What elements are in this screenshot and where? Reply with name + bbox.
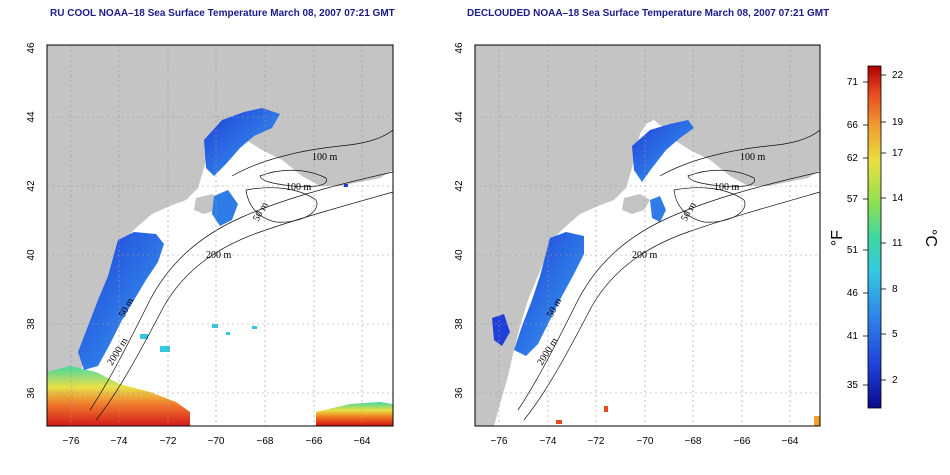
warm-patch-east bbox=[316, 402, 393, 426]
lon-tick-label: −64 bbox=[782, 436, 799, 447]
lon-tick-label: −68 bbox=[257, 436, 274, 447]
lat-tick-label: 40 bbox=[454, 249, 465, 261]
fahrenheit-tick-label: 71 bbox=[847, 77, 859, 88]
map-frame bbox=[46, 44, 394, 427]
lat-tick-label: 42 bbox=[454, 180, 465, 192]
fahrenheit-tick-label: 35 bbox=[847, 380, 859, 391]
land-mass bbox=[475, 45, 820, 426]
lat-tick-label: 38 bbox=[454, 318, 465, 330]
maritime-land bbox=[728, 60, 820, 128]
lon-tick-label: −74 bbox=[540, 436, 557, 447]
celsius-tick-label: 5 bbox=[892, 329, 898, 340]
lon-tick-label: −72 bbox=[160, 436, 177, 447]
lat-tick-label: 44 bbox=[26, 111, 37, 123]
celsius-tick-label: 14 bbox=[892, 193, 904, 204]
lon-tick-label: −66 bbox=[306, 436, 323, 447]
sst-map-raw: 100 m 100 m 50 m 200 m 50 m 2000 m −76 −… bbox=[26, 42, 394, 447]
maritime-land bbox=[300, 60, 393, 128]
fahrenheit-ticks: 71 66 62 57 51 46 41 35 bbox=[847, 77, 859, 391]
fahrenheit-tick-label: 66 bbox=[847, 120, 859, 131]
panel-title-raw: RU COOL NOAA–18 Sea Surface Temperature … bbox=[50, 8, 395, 19]
contour-label: 100 m bbox=[286, 182, 312, 193]
contour-label: 100 m bbox=[312, 152, 338, 163]
fahrenheit-tick-label: 51 bbox=[847, 245, 859, 256]
lat-tick-label: 46 bbox=[454, 42, 465, 54]
cape-cod-land bbox=[622, 194, 650, 214]
sparse-pixels bbox=[140, 184, 348, 352]
fahrenheit-tick-label: 46 bbox=[847, 288, 859, 299]
fahrenheit-tick-label: 41 bbox=[847, 331, 859, 342]
lat-tick-label: 40 bbox=[26, 249, 37, 261]
contour-label: 100 m bbox=[740, 152, 766, 163]
lat-tick-label: 38 bbox=[26, 318, 37, 330]
lat-axis: 36 38 40 42 44 46 bbox=[26, 42, 37, 399]
graticule bbox=[47, 45, 393, 426]
lon-tick-label: −70 bbox=[637, 436, 654, 447]
lon-tick-label: −76 bbox=[63, 436, 80, 447]
lon-tick-label: −72 bbox=[588, 436, 605, 447]
celsius-tick-label: 22 bbox=[892, 70, 904, 81]
sst-map-declouded: 100 m 100 m 50 m 200 m 50 m 2000 m −76 −… bbox=[454, 42, 821, 447]
celsius-tick-label: 11 bbox=[892, 238, 903, 249]
gulf-of-maine-water bbox=[632, 120, 694, 182]
lat-axis: 36 38 40 42 44 46 bbox=[454, 42, 465, 399]
celsius-unit-label: °C bbox=[922, 229, 939, 247]
lat-tick-label: 36 bbox=[26, 387, 37, 399]
lat-tick-label: 36 bbox=[454, 387, 465, 399]
lat-tick-label: 46 bbox=[26, 42, 37, 54]
map-frame bbox=[474, 44, 821, 427]
contour-label: 200 m bbox=[206, 250, 232, 261]
lon-tick-label: −74 bbox=[111, 436, 128, 447]
lon-tick-label: −76 bbox=[491, 436, 508, 447]
fahrenheit-unit-label: °F bbox=[829, 230, 846, 246]
gulf-stream-warm bbox=[47, 366, 190, 426]
georges-water bbox=[212, 190, 238, 226]
fahrenheit-tick-label: 57 bbox=[847, 194, 859, 205]
land-mass bbox=[47, 45, 393, 426]
fahrenheit-tick-label: 62 bbox=[847, 153, 859, 164]
colorbar-ticks bbox=[863, 74, 886, 386]
georges-water bbox=[650, 196, 666, 222]
depth-contours bbox=[89, 129, 393, 421]
temperature-colorbar: 71 66 62 57 51 46 41 35 22 19 17 14 11 8… bbox=[829, 65, 939, 409]
celsius-tick-label: 2 bbox=[892, 375, 898, 386]
celsius-ticks: 22 19 17 14 11 8 5 2 bbox=[892, 70, 904, 386]
lon-tick-label: −68 bbox=[685, 436, 702, 447]
celsius-tick-label: 17 bbox=[892, 148, 904, 159]
coastal-water-south bbox=[492, 314, 510, 346]
shelf-water bbox=[514, 232, 584, 356]
contour-label: 100 m bbox=[714, 182, 740, 193]
shelf-water bbox=[78, 232, 164, 370]
celsius-tick-label: 8 bbox=[892, 284, 898, 295]
lat-tick-label: 44 bbox=[454, 111, 465, 123]
gulf-of-maine-water bbox=[204, 108, 280, 176]
lon-tick-label: −66 bbox=[734, 436, 751, 447]
panel-title-declouded: DECLOUDED NOAA–18 Sea Surface Temperatur… bbox=[467, 8, 830, 19]
lat-tick-label: 42 bbox=[26, 180, 37, 192]
colorbar-gradient bbox=[867, 65, 882, 409]
lon-tick-label: −70 bbox=[208, 436, 225, 447]
depth-contours bbox=[517, 129, 820, 421]
contour-label: 200 m bbox=[632, 250, 658, 261]
lon-tick-label: −64 bbox=[354, 436, 371, 447]
celsius-tick-label: 19 bbox=[892, 117, 904, 128]
lon-axis: −76 −74 −72 −70 −68 −66 −64 bbox=[63, 436, 371, 447]
lon-axis: −76 −74 −72 −70 −68 −66 −64 bbox=[491, 436, 799, 447]
graticule bbox=[475, 45, 820, 426]
sparse-pixels bbox=[556, 406, 820, 426]
